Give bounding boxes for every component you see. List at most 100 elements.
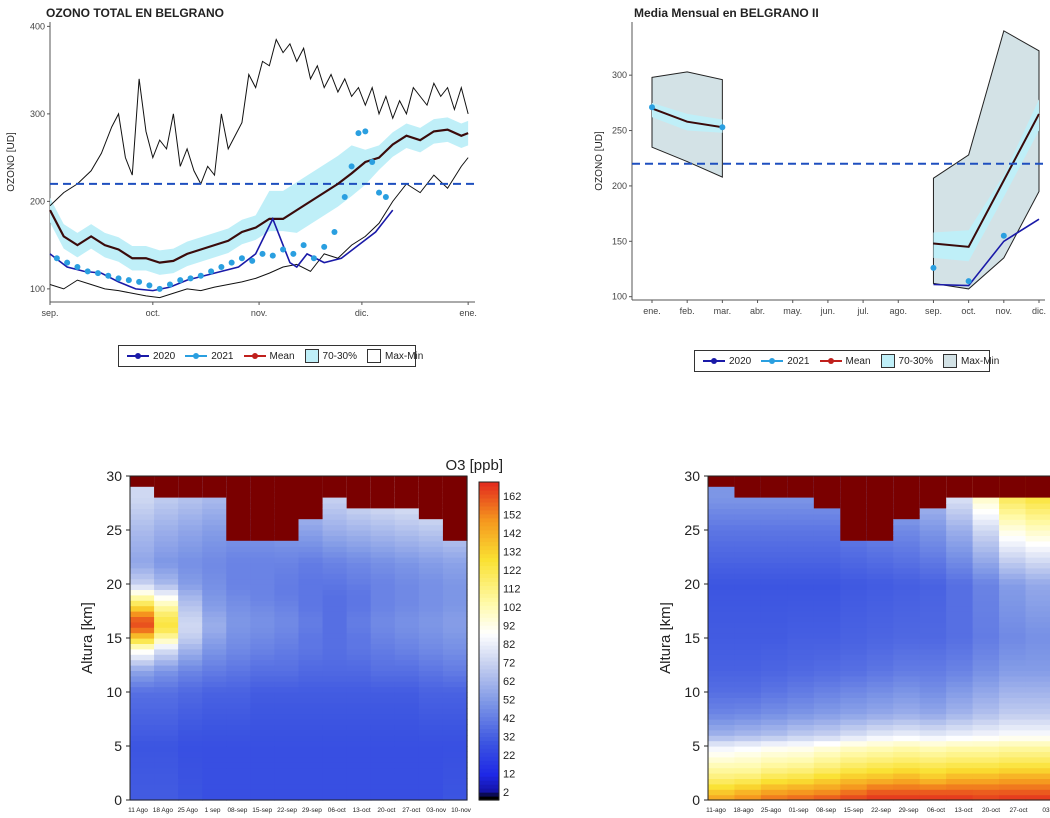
heatmap-cell [418,605,444,612]
heatmap-cell [346,524,372,531]
heatmap-cell [893,702,921,709]
heatmap-cell [840,719,868,725]
heatmap-cell [893,530,921,536]
heatmap-cell [1025,503,1050,509]
series-mean-line [49,128,469,264]
heatmap-cell [866,659,894,666]
heatmap-cell [274,773,300,779]
x-tick-label: ene. [459,308,477,318]
heatmap-cell [787,638,815,644]
heatmap-cell [972,659,1000,666]
heatmap-cell [394,665,420,671]
heatmap-cell [972,621,1000,628]
y-axis-label: OZONO [UD] [6,132,17,192]
heatmap-cell [999,719,1027,725]
heatmap-cell [734,605,762,612]
heatmap-cell [840,573,868,580]
heatmap-cell [346,659,372,666]
heatmap-cell [840,724,868,731]
series-2021-point [146,282,153,289]
heatmap-cell [202,686,227,693]
heatmap-cell [322,562,348,569]
heatmap-cell [999,594,1027,601]
colorbar-cell [479,792,499,797]
heatmap-cell [999,659,1027,666]
data-gap-cap [866,476,894,541]
series-2021-point [136,278,143,285]
heatmap-cell [370,562,396,569]
heatmap-cell [840,621,868,628]
heatmap-cell [840,713,868,720]
x-tick-label: dic. [1032,306,1046,316]
heatmap-cell [298,638,324,644]
heatmap-cell [346,697,372,704]
heatmap-cell [840,654,868,661]
heatmap-cell [178,589,203,596]
heatmap-cell [866,762,894,769]
heatmap-cell [418,702,444,709]
heatmap-cell [370,611,396,617]
heatmap-cell [813,578,841,585]
heatmap-cell [866,578,894,585]
heatmap-cell [893,589,921,596]
colorbar-tick-label: 162 [503,491,521,503]
heatmap-cell [418,600,444,607]
heatmap-cell [999,724,1027,731]
heatmap-cell [274,702,300,709]
heatmap-cell [946,535,974,542]
heatmap-cell [972,778,1000,785]
heatmap-cell [226,643,251,650]
x-tick-label: 29-sep [899,807,919,814]
heatmap-cell [999,557,1027,563]
y-tick-label: 150 [612,236,627,246]
heatmap-cell [370,519,396,526]
series-min-line [49,157,469,299]
heatmap-cell [202,735,227,742]
heatmap-cell [346,546,372,553]
heatmap-cell [226,616,251,623]
heatmap-cell [1025,686,1050,693]
heatmap-cell [202,632,227,639]
heatmap-cell [418,611,444,617]
heatmap-cell [154,578,179,585]
heatmap-cell [322,692,348,698]
heatmap-cell [418,708,444,715]
heatmap-cell [394,659,420,666]
heatmap-cell [130,681,155,688]
series-2021-point [348,163,355,170]
colorbar-cell [479,482,499,487]
heatmap-cell [250,719,276,725]
heatmap-cell [999,692,1027,698]
heatmap-cell [972,713,1000,720]
heatmap-cell [1025,594,1050,601]
heatmap-cell [394,611,420,617]
heatmap-cell [708,665,736,671]
heatmap-cell [298,778,324,785]
data-gap-cap [442,476,468,541]
heatmap-cell [919,519,947,526]
series-2021-point [300,242,307,249]
heatmap-cell [370,665,396,671]
heatmap-cell [154,746,179,752]
heatmap-cell [202,648,227,655]
heatmap-cell [346,611,372,617]
heatmap-cell [813,551,841,558]
y-tick-label: 5 [692,738,700,754]
heatmap-cell [130,508,155,515]
heatmap-cell [760,584,788,590]
heatmap-cell [787,648,815,655]
heatmap-cell [708,503,736,509]
heatmap-cell [919,686,947,693]
heatmap-cell [442,616,468,623]
heatmap-cell [154,584,179,590]
heatmap-cell [370,535,396,542]
heatmap-cell [840,735,868,742]
heatmap-cell [178,740,203,747]
heatmap-cell [708,562,736,569]
heatmap-cell [866,773,894,779]
heatmap-cell [202,567,227,574]
heatmap-cell [442,654,468,661]
colorbar-cell [479,537,499,543]
heatmap-cell [154,600,179,607]
